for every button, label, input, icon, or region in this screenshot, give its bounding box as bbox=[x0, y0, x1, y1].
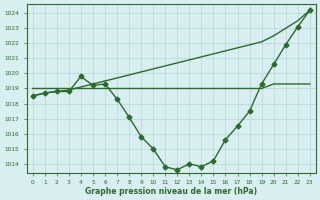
X-axis label: Graphe pression niveau de la mer (hPa): Graphe pression niveau de la mer (hPa) bbox=[85, 187, 257, 196]
